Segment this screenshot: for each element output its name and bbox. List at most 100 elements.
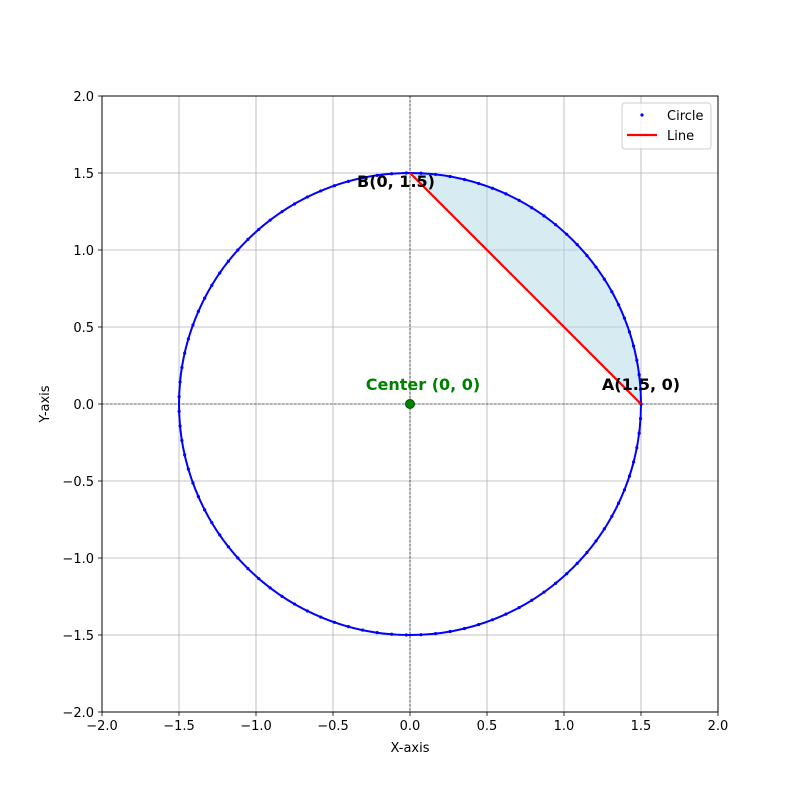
circle-point [576,243,579,246]
x-tick-label: 0.5 [477,719,498,734]
circle-point [280,210,283,213]
circle-point [293,202,296,205]
circle-point [628,330,631,333]
x-tick-label: 1.5 [631,719,652,734]
circle-point [227,260,230,263]
circle-point [180,439,183,442]
circle-point [576,562,579,565]
circle-point [594,539,597,542]
circle-point [639,417,642,420]
circle-point [197,310,200,313]
circle-point [463,627,466,630]
circle-point [347,625,350,628]
circle-point [269,219,272,222]
y-tick-label: −2.0 [62,706,94,721]
circle-point [376,631,379,634]
circle-point [306,195,309,198]
circle-point [191,323,194,326]
circle-point [632,344,635,347]
circle-point [257,577,260,580]
x-tick-label: 1.0 [554,719,575,734]
legend-label: Circle [667,109,704,124]
circle-point [319,615,322,618]
circle-point [227,545,230,548]
circle-point [419,633,422,636]
circle-point [405,633,408,636]
x-tick-label: −0.5 [317,719,349,734]
circle-point [623,317,626,320]
circle-point [187,467,190,470]
circle-point [504,192,507,195]
circle-point [347,180,350,183]
circle-point [554,223,557,226]
circle-point [187,337,190,340]
circle-point [246,567,249,570]
circle-point [565,572,568,575]
circle-point [617,303,620,306]
circle-point [203,297,206,300]
circle-point [542,214,545,217]
circle-point [280,595,283,598]
center-point-marker [406,400,415,409]
circle-point [477,623,480,626]
circle-point [333,621,336,624]
legend-label: Line [667,129,694,144]
circle-point [191,481,194,484]
point-label-b: B(0, 1.5) [357,172,435,191]
circle-point [594,265,597,268]
circle-point [554,582,557,585]
y-axis-label: Y-axis [38,385,53,423]
circle-point [504,613,507,616]
circle-point [610,515,613,518]
circle-point [632,460,635,463]
x-tick-label: 0.0 [400,719,421,734]
x-tick-label: 2.0 [708,719,729,734]
circle-point [333,184,336,187]
x-axis-label: X-axis [391,741,430,756]
circle-point [361,629,364,632]
circle-point [210,521,213,524]
y-tick-label: −1.5 [62,629,94,644]
circle-point [306,609,309,612]
circle-point [585,254,588,257]
center-point-label: Center (0, 0) [366,375,480,394]
circle-point [491,618,494,621]
circle-point [236,248,239,251]
circle-point [530,206,533,209]
x-tick-label: −1.0 [240,719,272,734]
circle-point [517,199,520,202]
circle-point [542,591,545,594]
point-label-a: A(1.5, 0) [602,375,680,394]
circle-point [565,233,568,236]
legend-circle-marker [640,113,643,116]
circle-point [617,502,620,505]
circle-point [257,228,260,231]
circle-point [603,278,606,281]
y-tick-label: 1.0 [73,244,94,259]
circle-point [269,586,272,589]
circle-point [635,359,638,362]
circle-point [477,182,480,185]
y-tick-label: 1.5 [73,167,94,182]
circle-point [178,410,181,413]
circle-point [319,189,322,192]
circle-point [203,508,206,511]
circle-point [517,606,520,609]
x-tick-label: −2.0 [86,719,118,734]
y-tick-label: −1.0 [62,552,94,567]
circle-point [628,474,631,477]
circle-point [463,178,466,181]
circle-point [491,187,494,190]
y-tick-label: 0.0 [73,398,94,413]
circle-point [236,556,239,559]
circle-point [293,602,296,605]
circle-point [183,453,186,456]
circle-point [449,175,452,178]
y-tick-label: 2.0 [73,90,94,105]
circle-point [434,632,437,635]
circle-point [178,380,181,383]
circle-point [635,446,638,449]
circle-point [183,352,186,355]
circle-point [623,488,626,491]
